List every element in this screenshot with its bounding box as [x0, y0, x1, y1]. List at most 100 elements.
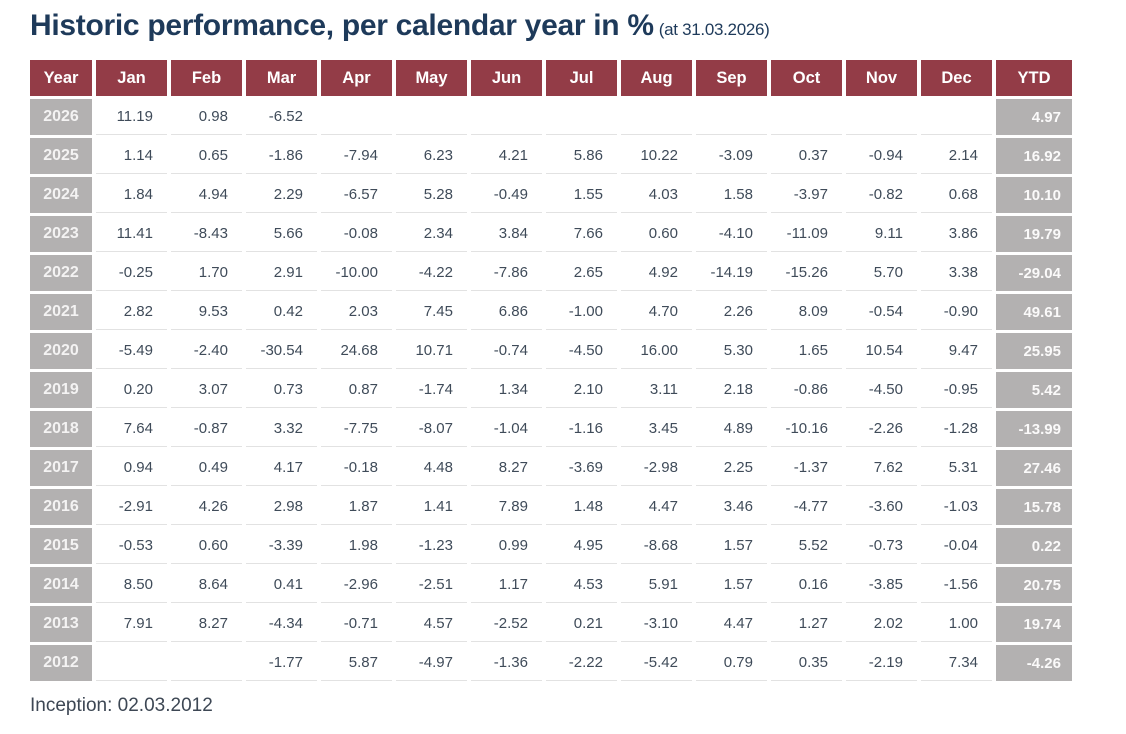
table-row: 2012 -1.77 5.87 -4.97 -1.36 -2.22 -5.42 0.79 0.3… [30, 645, 1072, 681]
value-cell: 0.20 [96, 372, 167, 408]
value-cell: -5.49 [96, 333, 167, 369]
value-cell: 0.16 [771, 567, 842, 603]
value-cell: 4.47 [696, 606, 767, 642]
value-cell: -2.51 [396, 567, 467, 603]
ytd-cell: 27.46 [996, 450, 1072, 486]
value-cell: 1.27 [771, 606, 842, 642]
value-cell [321, 99, 392, 135]
value-cell: -2.19 [846, 645, 917, 681]
value-cell [471, 99, 542, 135]
value-cell: 6.86 [471, 294, 542, 330]
value-cell: -3.69 [546, 450, 617, 486]
value-cell: -3.97 [771, 177, 842, 213]
year-cell: 2020 [30, 333, 92, 369]
value-cell: -1.77 [246, 645, 317, 681]
value-cell: -4.50 [546, 333, 617, 369]
value-cell: 10.54 [846, 333, 917, 369]
ytd-cell: 10.10 [996, 177, 1072, 213]
column-header-jun: Jun [471, 60, 542, 96]
year-cell: 2024 [30, 177, 92, 213]
table-row: 2020 -5.49 -2.40 -30.54 24.68 10.71 -0.74 -4.50… [30, 333, 1072, 369]
value-cell: -2.26 [846, 411, 917, 447]
value-cell: 5.87 [321, 645, 392, 681]
value-cell: 8.50 [96, 567, 167, 603]
value-cell: -1.56 [921, 567, 992, 603]
value-cell: -10.00 [321, 255, 392, 291]
value-cell: -6.52 [246, 99, 317, 135]
value-cell: 5.28 [396, 177, 467, 213]
value-cell: -0.74 [471, 333, 542, 369]
value-cell [621, 99, 692, 135]
value-cell: 1.57 [696, 528, 767, 564]
year-cell: 2025 [30, 138, 92, 174]
value-cell: 1.57 [696, 567, 767, 603]
column-header-oct: Oct [771, 60, 842, 96]
value-cell: 0.37 [771, 138, 842, 174]
value-cell: -6.57 [321, 177, 392, 213]
year-cell: 2016 [30, 489, 92, 525]
value-cell: -4.97 [396, 645, 467, 681]
year-cell: 2018 [30, 411, 92, 447]
value-cell: -0.49 [471, 177, 542, 213]
value-cell: 4.26 [171, 489, 242, 525]
year-cell: 2013 [30, 606, 92, 642]
value-cell: -0.18 [321, 450, 392, 486]
value-cell: 3.84 [471, 216, 542, 252]
value-cell: -0.82 [846, 177, 917, 213]
value-cell: -0.25 [96, 255, 167, 291]
value-cell: -0.86 [771, 372, 842, 408]
value-cell: 0.87 [321, 372, 392, 408]
value-cell: 1.48 [546, 489, 617, 525]
value-cell: 0.98 [171, 99, 242, 135]
column-header-may: May [396, 60, 467, 96]
ytd-cell: 4.97 [996, 99, 1072, 135]
value-cell: 4.94 [171, 177, 242, 213]
table-row: 2025 1.14 0.65 -1.86 -7.94 6.23 4.21 5.86 10.22-… [30, 138, 1072, 174]
value-cell: 4.95 [546, 528, 617, 564]
value-cell: 7.62 [846, 450, 917, 486]
value-cell: 10.22 [621, 138, 692, 174]
value-cell: 4.21 [471, 138, 542, 174]
title-asof-date: (at 31.03.2026) [658, 20, 770, 39]
ytd-cell: 0.22 [996, 528, 1072, 564]
ytd-cell: 20.75 [996, 567, 1072, 603]
value-cell: -4.22 [396, 255, 467, 291]
value-cell: 0.68 [921, 177, 992, 213]
value-cell: -3.85 [846, 567, 917, 603]
value-cell: -2.91 [96, 489, 167, 525]
value-cell: 16.00 [621, 333, 692, 369]
value-cell: -1.04 [471, 411, 542, 447]
value-cell: 3.32 [246, 411, 317, 447]
inception-note: Inception: 02.03.2012 [30, 695, 213, 716]
value-cell: 8.27 [171, 606, 242, 642]
value-cell: -5.42 [621, 645, 692, 681]
value-cell: 2.34 [396, 216, 467, 252]
value-cell: 9.11 [846, 216, 917, 252]
column-header-aug: Aug [621, 60, 692, 96]
value-cell: 5.31 [921, 450, 992, 486]
year-cell: 2022 [30, 255, 92, 291]
value-cell: 1.55 [546, 177, 617, 213]
value-cell: -15.26 [771, 255, 842, 291]
value-cell: 0.94 [96, 450, 167, 486]
value-cell: -4.10 [696, 216, 767, 252]
value-cell: -1.37 [771, 450, 842, 486]
value-cell: 2.82 [96, 294, 167, 330]
value-cell: 0.60 [171, 528, 242, 564]
column-header-year: Year [30, 60, 92, 96]
value-cell: 1.84 [96, 177, 167, 213]
value-cell: -14.19 [696, 255, 767, 291]
value-cell: 5.86 [546, 138, 617, 174]
ytd-cell: 5.42 [996, 372, 1072, 408]
value-cell: -10.16 [771, 411, 842, 447]
value-cell: -1.86 [246, 138, 317, 174]
table-row: 2014 8.50 8.64 0.41 -2.96 -2.51 1.17 4.53 5.91 1.… [30, 567, 1072, 603]
year-cell: 2017 [30, 450, 92, 486]
ytd-cell: 19.74 [996, 606, 1072, 642]
value-cell: 1.58 [696, 177, 767, 213]
value-cell: 0.41 [246, 567, 317, 603]
value-cell: -7.94 [321, 138, 392, 174]
value-cell: 4.48 [396, 450, 467, 486]
value-cell: 0.79 [696, 645, 767, 681]
value-cell: -0.90 [921, 294, 992, 330]
